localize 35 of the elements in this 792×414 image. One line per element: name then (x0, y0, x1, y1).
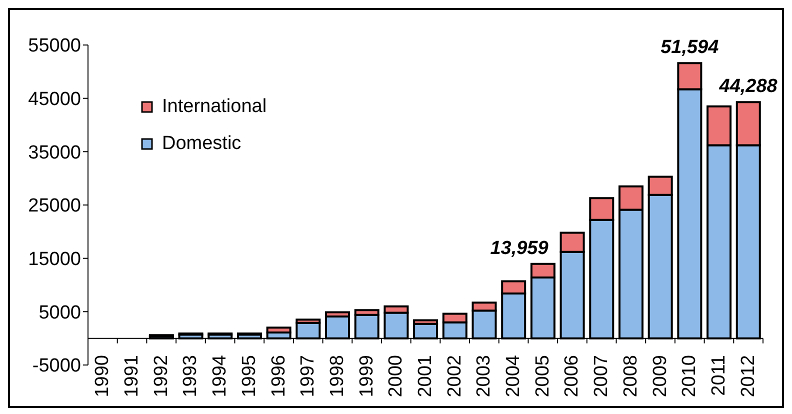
x-tick-label: 1995 (238, 355, 260, 398)
legend-label: Domestic (162, 132, 242, 154)
x-tick-label: 2000 (386, 355, 407, 398)
x-tick-label: 2010 (679, 355, 700, 398)
x-tick-label: 1993 (180, 355, 202, 398)
y-tick-label: 45000 (28, 89, 81, 110)
x-tick-label: 2008 (620, 355, 642, 398)
x-tick-label: 1990 (92, 355, 114, 398)
x-tick-label: 2006 (562, 355, 583, 398)
x-tick-label: 2003 (474, 355, 495, 398)
x-tick-label: 1991 (122, 355, 143, 398)
legend-label: International (162, 96, 267, 118)
x-tick-label: 2002 (444, 355, 466, 398)
x-tick-label: 1998 (326, 355, 348, 398)
total-label: 44,288 (718, 76, 778, 98)
y-tick-label: -5000 (32, 356, 81, 377)
y-tick-label: 25000 (28, 196, 81, 217)
y-tick-label: 15000 (28, 249, 81, 270)
y-tick-label: 5000 (38, 302, 81, 324)
y-tick-label: 35000 (28, 142, 81, 164)
x-tick-label: 1999 (356, 355, 378, 398)
x-tick-label: 2009 (650, 355, 671, 398)
x-tick-label: 1997 (298, 355, 319, 398)
x-tick-label: 2011 (708, 355, 730, 396)
x-tick-label: 2012 (738, 355, 759, 398)
x-tick-label: 2007 (591, 355, 612, 398)
y-tick-label: 55000 (28, 36, 81, 57)
x-tick-label: 1996 (268, 355, 290, 398)
total-label: 13,959 (490, 238, 549, 259)
x-tick-label: 2004 (503, 354, 524, 398)
total-label: 51,594 (660, 37, 720, 58)
x-tick-label: 1994 (210, 354, 231, 398)
x-tick-label: 2005 (532, 355, 554, 398)
x-tick-label: 2001 (415, 355, 436, 398)
x-tick-label: 1992 (150, 355, 172, 398)
